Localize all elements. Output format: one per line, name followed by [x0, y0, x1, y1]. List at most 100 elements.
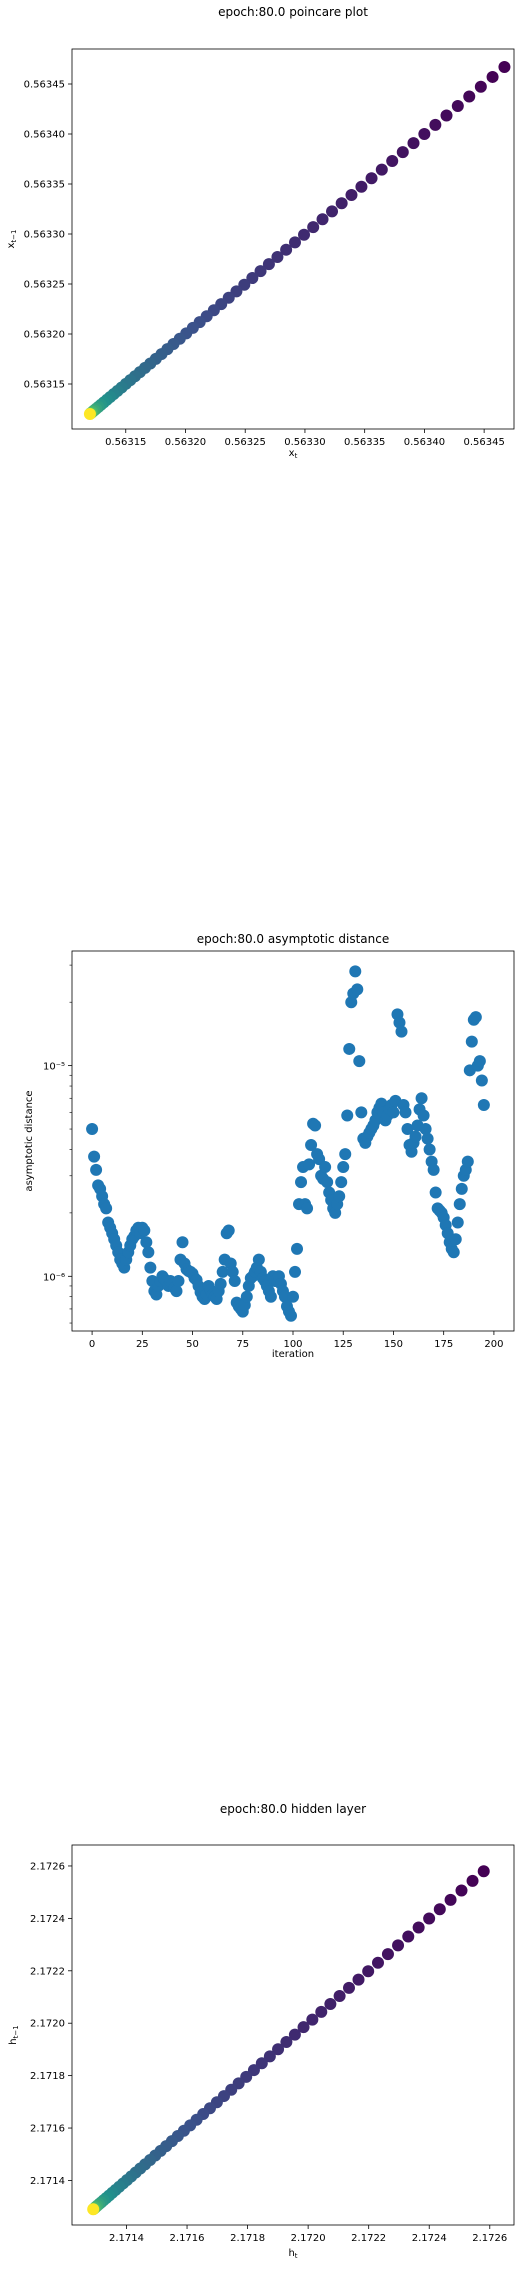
x-axis-label: xt	[289, 448, 298, 460]
data-point	[461, 1155, 474, 1168]
x-tick-label: 0.56335	[344, 437, 385, 448]
data-point	[451, 1216, 464, 1229]
data-point	[345, 189, 358, 202]
axes: 2.1714 2.1716 2.1718 2.1720 2.1722 2.1724 2.17…	[30, 1861, 507, 2244]
data-point	[216, 1265, 229, 1278]
x-tick-label: 2.1718	[230, 2233, 265, 2244]
data-point	[172, 1274, 185, 1287]
chart-marks	[87, 1865, 490, 2216]
chart-title: epoch:80.0 hidden layer	[220, 1802, 366, 1816]
data-point	[307, 221, 320, 234]
x-tick-label: 50	[186, 1339, 199, 1350]
data-point	[301, 1202, 314, 1215]
data-point	[280, 2036, 293, 2049]
data-point	[337, 1161, 350, 1174]
data-point	[381, 1948, 394, 1961]
x-tick-label: 200	[484, 1339, 503, 1350]
x-tick-label: 0.56345	[463, 437, 504, 448]
data-point	[140, 1236, 153, 1249]
data-point	[335, 1176, 348, 1189]
data-point	[333, 1190, 346, 1203]
data-point	[238, 278, 251, 291]
data-point	[371, 1956, 384, 1969]
data-point	[455, 1884, 468, 1897]
data-point	[365, 172, 378, 185]
data-point	[339, 1148, 352, 1161]
x-tick-label: 2.1716	[170, 2233, 205, 2244]
data-point	[263, 2050, 276, 2063]
data-point	[463, 90, 476, 103]
data-point	[297, 2021, 310, 2034]
y-tick-label: 2.1716	[30, 2124, 65, 2135]
data-point	[477, 1099, 490, 1112]
y-tick-label: 10⁻⁵	[43, 1062, 65, 1073]
data-point	[433, 1903, 446, 1916]
chart-marks	[83, 61, 511, 420]
x-tick-label: 0.56315	[105, 437, 146, 448]
data-point	[453, 1198, 466, 1211]
chart-title: epoch:80.0 poincare plot	[218, 5, 368, 19]
data-point	[353, 1055, 366, 1068]
y-tick-label: 2.1718	[30, 2071, 65, 2082]
x-tick-label: 75	[236, 1339, 249, 1350]
data-point	[469, 1011, 482, 1024]
data-point	[289, 1265, 302, 1278]
data-point	[305, 1138, 318, 1151]
data-point	[392, 1939, 405, 1952]
y-tick-label: 0.56315	[24, 380, 65, 391]
data-point	[393, 1016, 406, 1029]
data-point	[298, 228, 311, 241]
data-point	[386, 154, 399, 167]
axes: 0.56315 0.56320 0.56325 0.56330 0.56335 0.563…	[24, 80, 505, 449]
data-point	[100, 1202, 113, 1215]
y-tick-label: 2.1724	[30, 1914, 65, 1925]
data-point	[303, 1158, 316, 1171]
plot-frame	[71, 48, 515, 430]
data-point	[402, 1930, 415, 1943]
y-tick-label: 0.56325	[24, 280, 65, 291]
data-point	[271, 251, 284, 264]
data-point	[423, 1143, 436, 1156]
data-point	[451, 100, 464, 113]
y-tick-label: 0.56340	[24, 130, 65, 141]
hidden-layer-chart: epoch:80.0 hidden layer 2.1714 2.1716 2.17…	[8, 1802, 515, 2260]
axes: 0 25 50 75 100 125 150 175 200 10⁻⁶ 10⁻⁵	[43, 964, 503, 1350]
x-tick-label: 0.56330	[284, 437, 325, 448]
data-point	[144, 1261, 157, 1274]
data-point	[335, 197, 348, 210]
data-point	[477, 1865, 490, 1878]
data-point	[291, 1242, 304, 1255]
data-point	[86, 1123, 99, 1136]
data-point	[421, 1132, 434, 1145]
data-point	[90, 1163, 103, 1176]
data-point	[324, 1997, 337, 2010]
data-point	[288, 2028, 301, 2041]
data-point	[342, 1981, 355, 1994]
x-tick-label: 125	[334, 1339, 353, 1350]
x-tick-label: 0	[89, 1339, 95, 1350]
data-point	[306, 2013, 319, 2026]
data-point	[419, 1123, 432, 1136]
data-point	[226, 1265, 239, 1278]
y-tick-label: 2.1714	[30, 2176, 65, 2187]
asymptotic-distance-chart: epoch:80.0 asymptotic distance 0 25 50 75 10…	[24, 932, 515, 1360]
data-point	[262, 258, 275, 271]
y-tick-label: 2.1726	[30, 1861, 65, 1872]
data-point	[316, 213, 329, 226]
data-point	[228, 1274, 241, 1287]
data-point	[444, 1893, 457, 1906]
y-tick-label: 10⁻⁶	[43, 1272, 65, 1283]
data-point	[214, 1277, 227, 1290]
plot-frame	[71, 1844, 515, 2226]
data-point	[138, 1224, 151, 1237]
data-point	[355, 1106, 368, 1119]
x-tick-label: 2.1720	[291, 2233, 326, 2244]
poincare-chart: epoch:80.0 poincare plot 0.56315 0.56320 0…	[6, 5, 515, 460]
x-tick-label: 2.1722	[351, 2233, 386, 2244]
data-point	[486, 70, 499, 83]
data-point	[170, 1285, 183, 1298]
data-point	[280, 243, 293, 256]
y-tick-label: 0.56320	[24, 330, 65, 341]
